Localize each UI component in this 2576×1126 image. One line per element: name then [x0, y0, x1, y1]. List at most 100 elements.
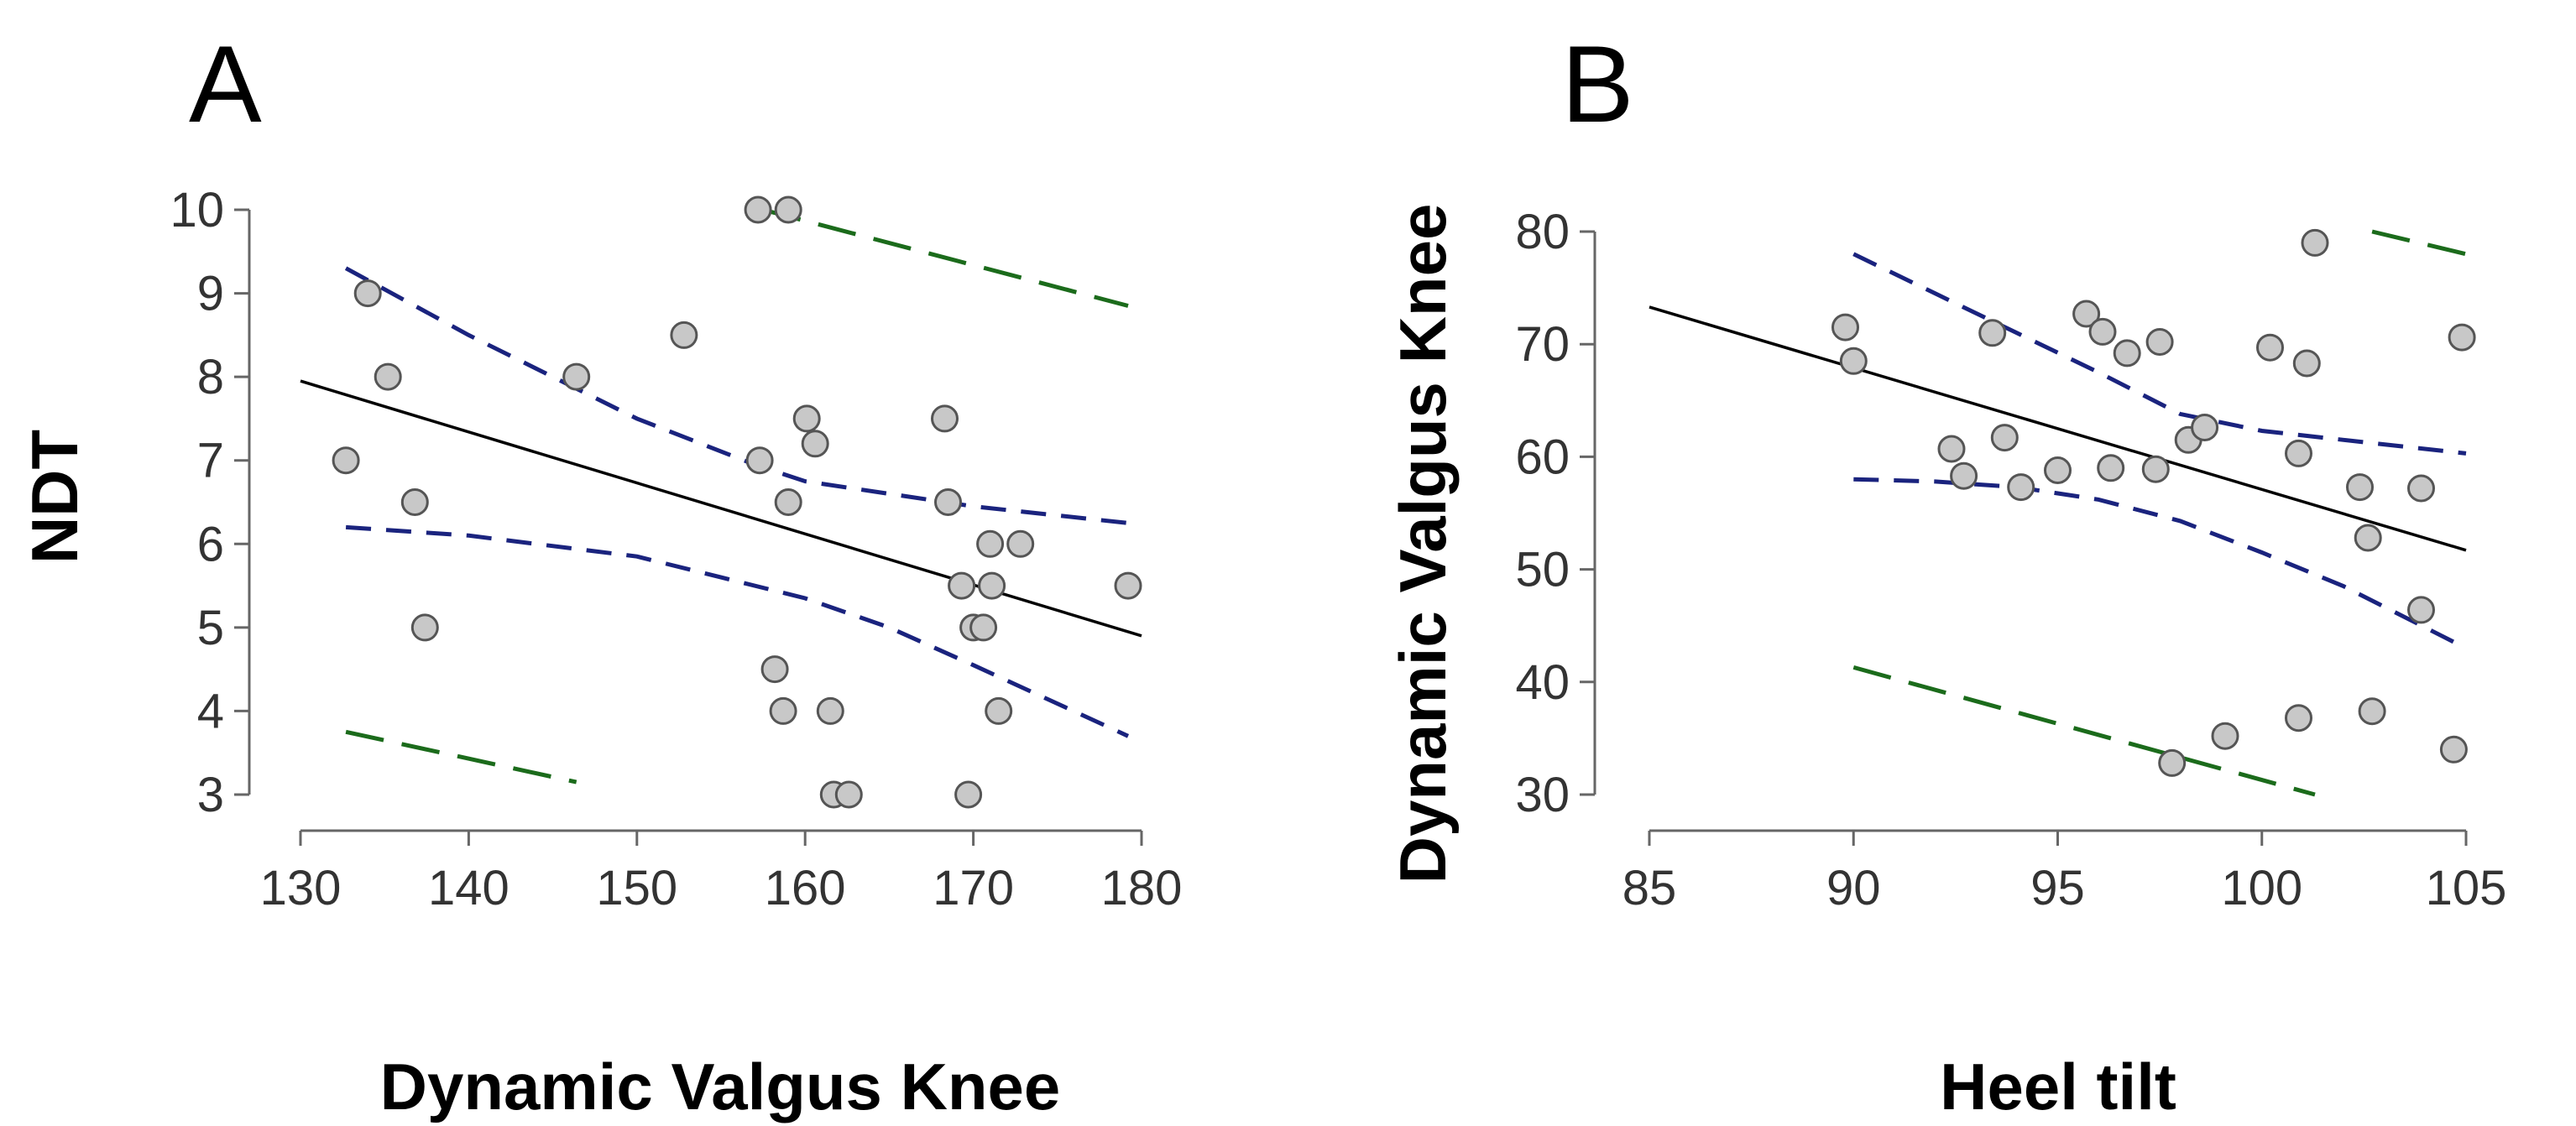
- panel-b-y-tick-label: 60: [1515, 430, 1570, 484]
- panel-b-data-point: [2141, 455, 2170, 483]
- panel-b-data-point: [2088, 317, 2117, 346]
- panel-b-y-tick-label: 70: [1515, 317, 1570, 372]
- panel-a-data-point: [410, 613, 439, 642]
- panel-a-y-tick-label: 3: [197, 768, 224, 822]
- panel-a-y-tick-label: 4: [197, 684, 224, 738]
- panel-a-x-tick-label: 170: [933, 861, 1014, 915]
- panel-b-data-point: [2256, 333, 2284, 362]
- panel-a-data-point: [400, 488, 429, 516]
- panel-a-data-point: [969, 613, 998, 642]
- panel-b-prediction-lower-line: [1852, 665, 2316, 797]
- panel-b-x-tick-label: 95: [2030, 861, 2085, 915]
- panel-b-data-point: [2113, 339, 2141, 368]
- panel-b-x-tick-label: 90: [1826, 861, 1881, 915]
- panel-a-data-point: [931, 404, 959, 433]
- panel-b-data-point: [2145, 328, 2174, 356]
- panel-a-data-point: [760, 655, 789, 684]
- panel-a-x-tick-label: 180: [1101, 861, 1183, 915]
- panel-b-y-tick-label: 30: [1515, 768, 1570, 822]
- panel-a-data-point: [985, 696, 1013, 725]
- panel-b-data-point: [2211, 722, 2239, 750]
- panel-b-confidence-lower-line: [1853, 477, 2468, 650]
- panel-b-data-point: [1950, 461, 1978, 490]
- panel-b-data-point: [2007, 473, 2035, 502]
- panel-b-data-point: [2292, 349, 2321, 378]
- panel-a: A 130 140 150 160 170 180 3 4 5 6 7 8 9 10 Dynamic Va…: [18, 23, 1182, 1123]
- panel-b-x-axis-title: Heel tilt: [1940, 1050, 2176, 1123]
- panel-b-data-point: [2285, 704, 2312, 732]
- panel-b-data-point: [2346, 473, 2374, 502]
- panel-a-data-point: [353, 279, 382, 308]
- panel-a-data-point: [745, 446, 774, 475]
- panel-a-y-tick-label: 7: [197, 434, 224, 488]
- panel-b-data-point: [2358, 697, 2386, 726]
- panel-a-y-tick-label: 8: [197, 350, 224, 404]
- panel-b-plot: 85 90 95 100 105 30 40 50 60 70 80: [1515, 205, 2506, 915]
- panel-a-x-tick-label: 130: [260, 861, 342, 915]
- panel-b-x-tick-label: 85: [1622, 861, 1677, 915]
- panel-b-data-point: [2191, 414, 2219, 441]
- panel-b-x-tick-label: 105: [2426, 861, 2507, 915]
- panel-a-data-point: [792, 404, 821, 433]
- panel-a-data-point: [774, 195, 802, 224]
- panel-a-y-tick-label: 9: [197, 267, 224, 321]
- panel-b-y-tick-label: 50: [1515, 543, 1570, 597]
- panel-a-data-point: [1114, 571, 1142, 600]
- panel-a-data-point: [769, 696, 797, 725]
- panel-a-data-point: [1006, 529, 1035, 558]
- panel-b-data-point: [2439, 735, 2468, 764]
- panel-a-y-tick-label: 5: [197, 601, 224, 655]
- panel-a-y-axis-title: NDT: [18, 430, 91, 564]
- panel-a-data-point: [816, 696, 844, 725]
- panel-b-y-axis-title: Dynamic Valgus Knee: [1386, 204, 1460, 884]
- panel-a-data-point: [954, 780, 983, 809]
- panel-a-data-point: [948, 571, 976, 600]
- panel-b-data-point: [2448, 323, 2476, 352]
- panel-b-data-point: [1831, 313, 1859, 341]
- panel-a-confidence-lower-line: [345, 524, 1130, 738]
- panel-a-data-point: [744, 195, 772, 224]
- panel-b-data-point: [2407, 596, 2435, 624]
- panel-a-data-point: [934, 488, 962, 516]
- panel-b-x-tick-label: 100: [2221, 861, 2302, 915]
- panel-b-data-point: [2407, 474, 2435, 503]
- panel-b: B 85 90 95 100 105 30 40 50 60 70 80 Heel tilt Dyn…: [1386, 23, 2506, 1123]
- panel-b-letter: B: [1561, 23, 1634, 145]
- panel-b-y-tick-label: 80: [1515, 205, 1570, 259]
- panel-a-data-point: [332, 446, 360, 475]
- panel-a-plot: 130 140 150 160 170 180 3 4 5 6 7 8 9 10: [170, 183, 1182, 915]
- panel-a-data-point: [834, 780, 863, 809]
- panel-a-prediction-upper-line: [762, 207, 1129, 308]
- panel-a-letter: A: [189, 23, 262, 145]
- panel-a-x-tick-label: 140: [428, 861, 509, 915]
- panel-b-data-point: [2044, 456, 2072, 484]
- panel-a-data-point: [374, 362, 402, 391]
- panel-b-y-tick-label: 40: [1515, 655, 1570, 710]
- panel-b-data-point: [1839, 347, 1868, 375]
- panel-a-confidence-upper-line: [344, 266, 1129, 525]
- panel-b-data-point: [2072, 300, 2101, 328]
- panel-b-data-point: [2097, 454, 2125, 482]
- panel-a-y-tick-label: 6: [197, 517, 224, 571]
- panel-a-data-point: [976, 529, 1005, 558]
- panel-a-prediction-lower-line: [345, 729, 577, 785]
- panel-b-data-point: [1978, 319, 2007, 347]
- panel-a-x-tick-label: 150: [596, 861, 677, 915]
- panel-a-data-point: [978, 571, 1006, 600]
- panel-a-data-point: [562, 362, 591, 391]
- panel-a-data-point: [801, 430, 829, 458]
- panel-a-x-axis-title: Dynamic Valgus Knee: [380, 1050, 1061, 1123]
- panel-b-data-point: [1937, 435, 1966, 463]
- panel-a-data-point: [774, 488, 802, 516]
- panel-a-data-point: [670, 321, 698, 349]
- panel-b-data-point: [2354, 524, 2382, 552]
- panel-b-regression-line: [1649, 305, 2467, 552]
- panel-b-prediction-upper-line: [2371, 229, 2467, 257]
- panel-b-data-point: [1990, 424, 2019, 452]
- panel-a-y-tick-label: 10: [170, 183, 224, 237]
- panel-b-data-point: [2158, 748, 2187, 777]
- panel-b-data-point: [2285, 439, 2312, 467]
- panel-a-x-tick-label: 160: [765, 861, 846, 915]
- panel-b-data-point: [2301, 228, 2329, 257]
